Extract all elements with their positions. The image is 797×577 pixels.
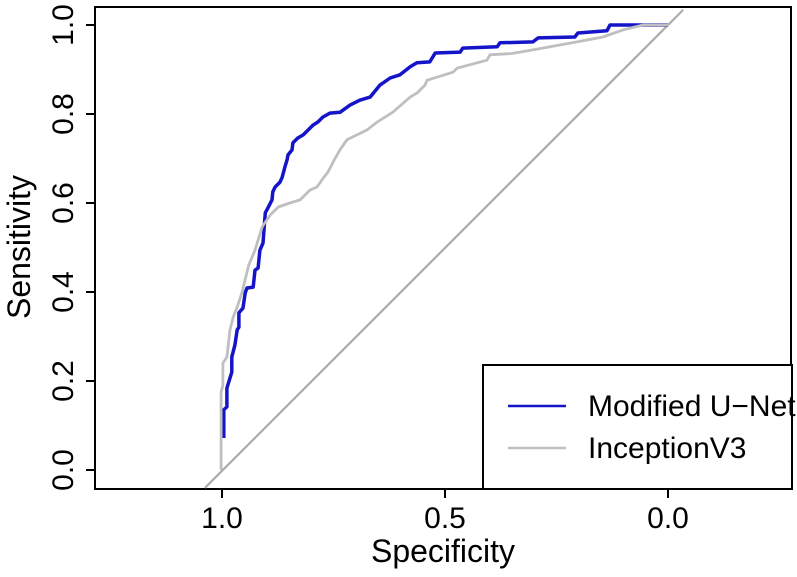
chance-diagonal-line xyxy=(204,9,684,489)
y-tick-label: 0.8 xyxy=(47,93,80,135)
x-axis-ticks: 1.0 0.5 0.0 xyxy=(201,489,689,535)
y-tick-label: 0.0 xyxy=(47,449,80,491)
y-axis-title: Sensitivity xyxy=(1,175,37,319)
x-tick-label: 0.5 xyxy=(424,502,466,535)
legend-label-modified-unet: Modified U−Net xyxy=(588,390,796,423)
plot-border xyxy=(94,6,792,490)
x-tick-label: 1.0 xyxy=(201,502,243,535)
y-tick-label: 0.4 xyxy=(47,271,80,313)
y-axis-ticks: 0.0 0.2 0.4 0.6 0.8 1.0 xyxy=(47,4,95,491)
roc-curve-modified-unet xyxy=(222,23,668,438)
roc-curve-inceptionv3 xyxy=(219,23,668,470)
y-tick-label: 1.0 xyxy=(47,4,80,46)
y-tick-label: 0.2 xyxy=(47,360,80,402)
legend: Modified U−Net InceptionV3 xyxy=(482,364,796,490)
x-axis-title: Specificity xyxy=(371,533,515,569)
legend-box xyxy=(482,364,793,490)
x-tick-label: 0.0 xyxy=(647,502,689,535)
y-tick-label: 0.6 xyxy=(47,182,80,224)
legend-label-inceptionv3: InceptionV3 xyxy=(588,432,746,465)
